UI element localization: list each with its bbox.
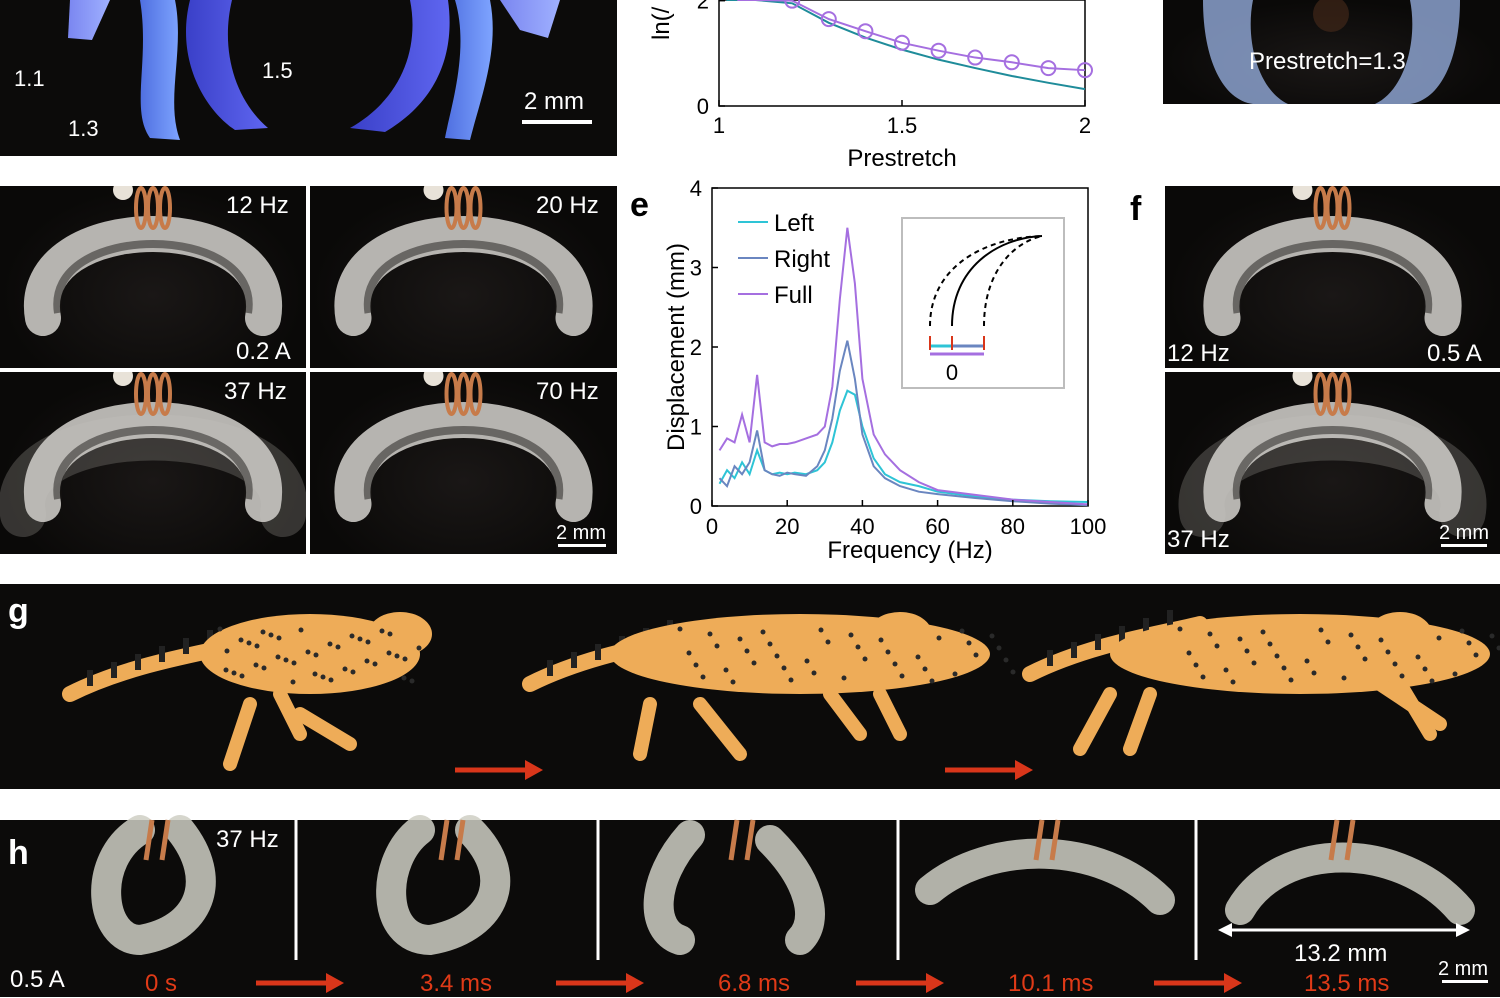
x-axis-label: Prestretch <box>847 145 956 172</box>
current-label: 0.5 A <box>1427 340 1482 368</box>
magnet-highlight <box>1293 372 1313 386</box>
actuator-frame <box>1240 858 1460 911</box>
time-label-1: 0 s <box>145 970 177 998</box>
panel-f-label: f <box>1130 190 1141 229</box>
arch-actuator <box>352 234 574 318</box>
chart-top-ylabel-fragment: ln(/ <box>648 7 676 40</box>
y-tick-label: 4 <box>690 176 702 201</box>
panel-d-frame-3: 37 Hz <box>0 372 306 554</box>
time-label-3: 6.8 ms <box>718 970 790 998</box>
panel-d-frame-1: 12 Hz 0.2 A <box>0 186 306 368</box>
y-tick-label: 0 <box>690 494 702 519</box>
panel-c-image: 1.1 1.3 1.5 2 mm <box>0 0 617 156</box>
span-arrow <box>1218 923 1470 937</box>
frequency-label: 12 Hz <box>226 192 289 220</box>
x-tick-label: 100 <box>1070 514 1107 539</box>
y-tick-label: 0 <box>697 94 709 119</box>
panel-f-frame-2: 37 Hz 2 mm <box>1165 372 1500 554</box>
x-tick-label: 60 <box>925 514 949 539</box>
x-tick-label: 1 <box>713 113 725 138</box>
frequency-label: 70 Hz <box>536 378 599 406</box>
magnet-highlight <box>424 372 444 386</box>
scale-bar-label: 2 mm <box>556 522 606 545</box>
copper-coil <box>731 820 753 860</box>
x-tick-label: 80 <box>1001 514 1025 539</box>
magnet-highlight <box>113 372 133 386</box>
x-tick-label: 40 <box>850 514 874 539</box>
panel-f-frame-1: 12 Hz 0.5 A <box>1165 186 1500 368</box>
inset-box <box>902 218 1064 388</box>
displacement-chart: 0 20 40 60 80 100 0 1 2 3 4 Frequency (Hz) Displacem… <box>640 176 1120 566</box>
arch-actuator <box>22 420 284 514</box>
bend-label-2: 1.3 <box>68 116 99 142</box>
legend-label: Right <box>774 246 830 273</box>
panel-h-strip: h 37 Hz 0.5 A 0 s 3.4 ms 6.8 ms 10.1 ms … <box>0 820 1500 997</box>
progress-arrow <box>1154 973 1242 993</box>
scale-bar-label: 2 mm <box>524 88 584 116</box>
actuator-frame <box>930 854 1160 900</box>
x-tick-label: 20 <box>775 514 799 539</box>
x-tick-label: 1.5 <box>887 113 918 138</box>
copper-coil <box>146 820 168 860</box>
cheetah-figure <box>530 612 1016 754</box>
y-tick-label: 1 <box>690 415 702 440</box>
panel-g-strip: g <box>0 584 1500 789</box>
span-label: 13.2 mm <box>1294 940 1387 968</box>
y-tick-label: 2 <box>690 335 702 360</box>
progress-arrow <box>256 973 344 993</box>
y-tick-label: 2 <box>697 0 709 14</box>
panel-d-frame-4: 70 Hz 2 mm <box>310 372 617 554</box>
frequency-label: 37 Hz <box>216 826 279 854</box>
progress-arrow <box>556 973 644 993</box>
legend-label: Full <box>774 282 813 309</box>
prestretch-caption: Prestretch=1.3 <box>1249 48 1406 76</box>
cheetah-figure <box>70 612 432 764</box>
magnet-highlight <box>424 186 444 200</box>
cheetah-gait-illustration <box>0 584 1500 789</box>
y-axis-label: Displacement (mm) <box>663 243 690 451</box>
frequency-label: 12 Hz <box>1167 340 1230 368</box>
magnet-highlight <box>1293 186 1313 200</box>
progress-arrow <box>856 973 944 993</box>
scale-bar <box>1441 544 1487 547</box>
time-label-2: 3.4 ms <box>420 970 492 998</box>
x-tick-label: 0 <box>706 514 718 539</box>
legend-label: Left <box>774 210 814 237</box>
copper-coil <box>441 820 463 860</box>
arch-actuator <box>42 234 264 318</box>
cheetah-figure <box>1030 610 1500 749</box>
frequency-label: 37 Hz <box>1167 526 1230 554</box>
current-label: 0.2 A <box>236 338 291 366</box>
measured-line <box>737 0 1085 70</box>
magnet-highlight <box>113 186 133 200</box>
scale-bar <box>522 120 592 124</box>
progress-arrow <box>455 760 543 780</box>
arch-actuator <box>352 420 574 504</box>
bend-label-3: 1.5 <box>262 58 293 84</box>
x-tick-label: 2 <box>1079 113 1091 138</box>
time-label-4: 10.1 ms <box>1008 970 1093 998</box>
frequency-label: 37 Hz <box>224 378 287 406</box>
scale-bar-label: 2 mm <box>1439 522 1489 545</box>
x-axis-label: Frequency (Hz) <box>827 537 992 564</box>
progress-arrow <box>945 760 1033 780</box>
arch-actuator <box>1221 234 1443 318</box>
time-label-5: 13.5 ms <box>1304 970 1389 998</box>
scale-bar <box>1442 980 1488 983</box>
y-tick-label: 3 <box>690 256 702 281</box>
scale-bar-label: 2 mm <box>1438 958 1488 981</box>
panel-d-frame-2: 20 Hz <box>310 186 617 368</box>
frequency-label: 20 Hz <box>536 192 599 220</box>
plot-frame <box>719 0 1085 106</box>
bend-label-1: 1.1 <box>14 66 45 92</box>
actuator-frame <box>106 830 201 940</box>
current-label: 0.5 A <box>10 966 65 994</box>
arch-actuator <box>1202 420 1464 514</box>
scale-bar <box>558 544 606 547</box>
inset-zero-label: 0 <box>946 360 958 385</box>
panel-top-right-image: Prestretch=1.3 <box>1163 0 1500 104</box>
